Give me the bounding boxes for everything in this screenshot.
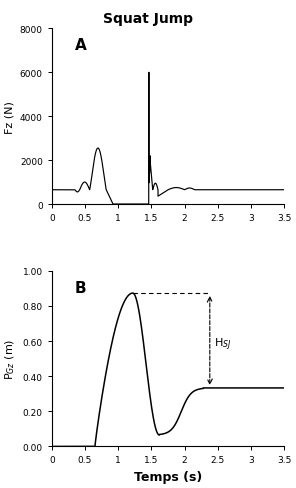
Text: B: B bbox=[75, 280, 87, 295]
Text: Squat Jump: Squat Jump bbox=[103, 12, 193, 26]
Y-axis label: Fz (N): Fz (N) bbox=[4, 101, 14, 133]
Text: H$_{SJ}$: H$_{SJ}$ bbox=[214, 336, 232, 352]
X-axis label: Temps (s): Temps (s) bbox=[134, 470, 202, 483]
Text: A: A bbox=[75, 39, 87, 53]
Y-axis label: P$_{Gz}$ (m): P$_{Gz}$ (m) bbox=[4, 338, 17, 380]
